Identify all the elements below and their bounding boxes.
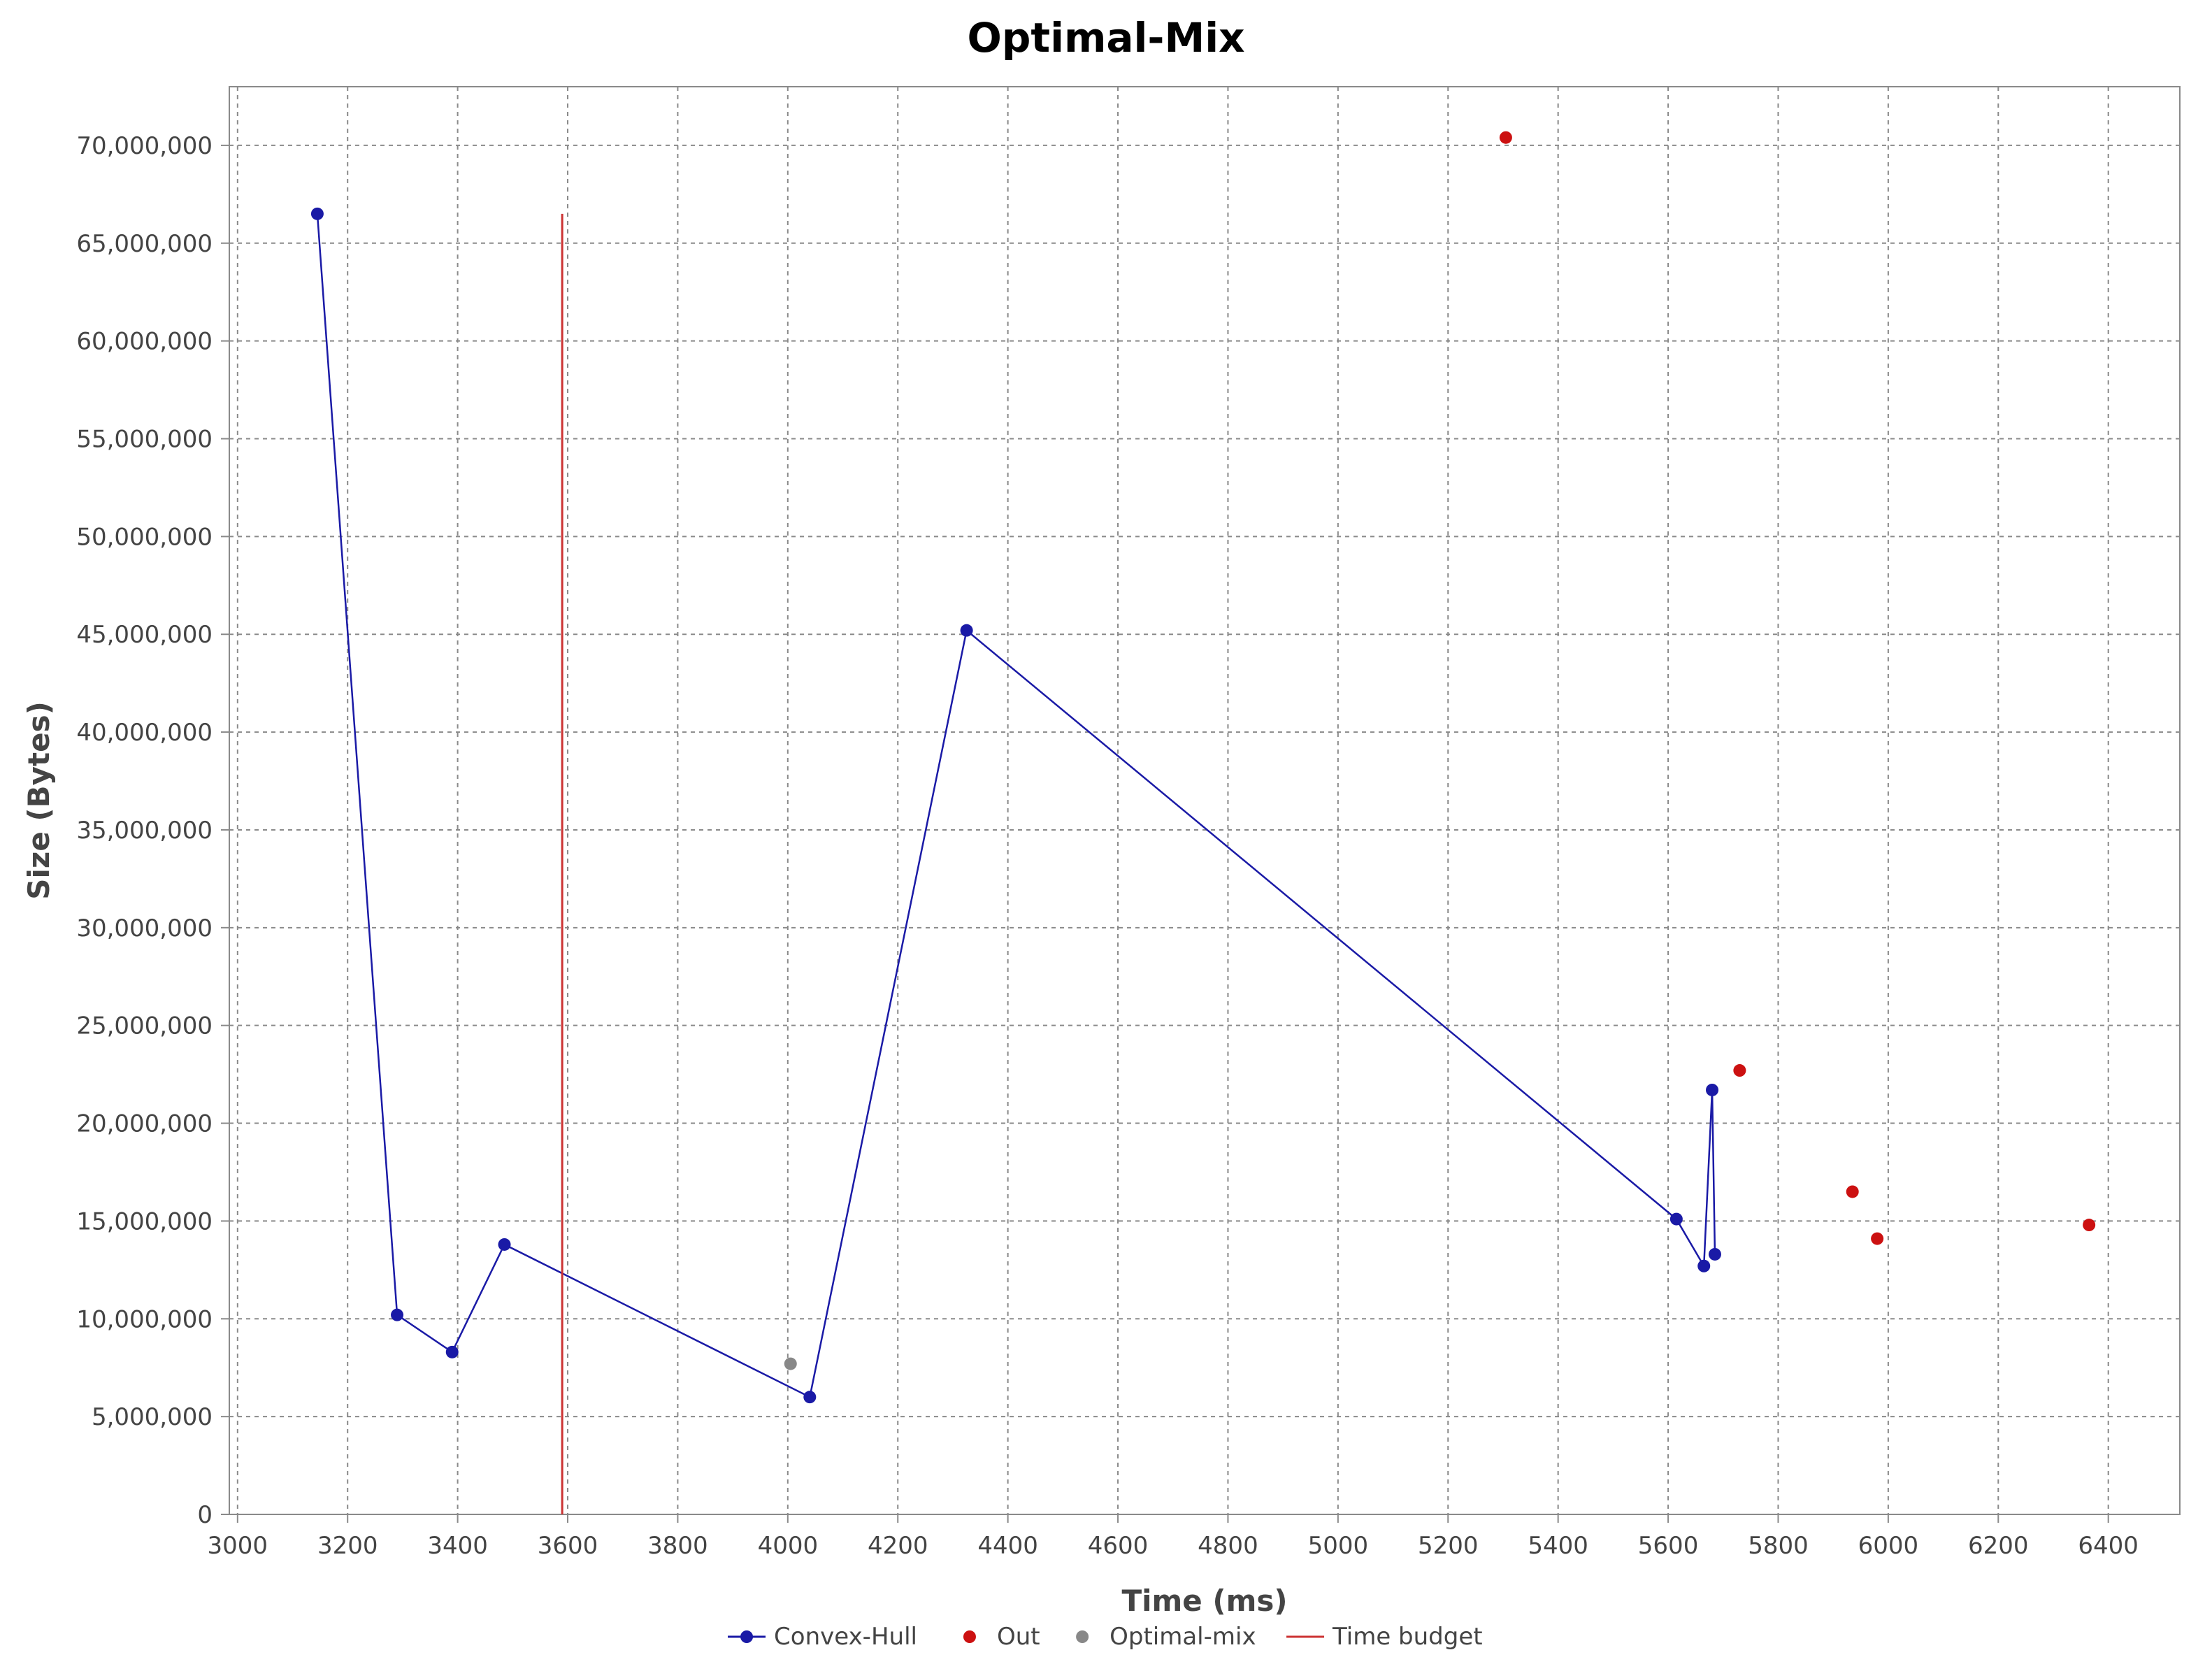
y-axis-ticks: 0 5,000,000 10,000,000 15,000,000 20,000,000… [76,132,229,1529]
x-tick-label: 4600 [1088,1532,1149,1560]
axes [229,87,2180,1515]
legend-item-convex-hull: Convex-Hull [728,1623,917,1651]
y-tick-label: 50,000,000 [76,523,213,551]
convex-hull-line [316,213,1716,1399]
y-tick-label: 20,000,000 [76,1110,213,1138]
out-point [1733,1064,1746,1077]
legend-swatch-marker [1076,1630,1089,1643]
legend-item-out: Out [963,1623,1040,1651]
x-tick-label: 4000 [758,1532,819,1560]
x-tick-label: 4800 [1198,1532,1258,1560]
x-tick-label: 6200 [1968,1532,2029,1560]
x-axis-ticks: 3000 3200 3400 3600 3800 4000 4200 4400 4600 4800… [208,1514,2139,1560]
convex-hull-point [1697,1259,1711,1272]
legend-label: Optimal-mix [1109,1623,1256,1651]
data-series [310,131,2096,1514]
x-tick-label: 5800 [1748,1532,1809,1560]
legend-label: Out [997,1623,1040,1651]
x-tick-label: 3000 [208,1532,268,1560]
x-tick-label: 4200 [868,1532,928,1560]
series-optimal-mix [784,1357,797,1370]
x-tick-label: 5200 [1418,1532,1479,1560]
legend: Convex-Hull Out Optimal-mix Time budget [728,1623,1483,1651]
x-tick-label: 3600 [538,1532,598,1560]
x-tick-label: 3800 [647,1532,708,1560]
convex-hull-point [498,1238,511,1251]
series-convex-hull [310,207,1721,1404]
out-point [1871,1232,1884,1245]
chart-title: Optimal-Mix [968,14,1245,62]
x-tick-label: 6000 [1858,1532,1919,1560]
y-tick-label: 10,000,000 [76,1305,213,1333]
x-tick-label: 5000 [1308,1532,1369,1560]
x-tick-label: 5400 [1528,1532,1588,1560]
y-axis-label: Size (Bytes) [22,701,56,900]
convex-hull-point [1706,1083,1719,1096]
convex-hull-point [310,207,324,220]
y-tick-label: 25,000,000 [76,1012,213,1040]
legend-swatch-marker [740,1630,754,1643]
grid-lines [229,87,2180,1515]
x-tick-label: 6400 [2078,1532,2139,1560]
plot-area [229,86,2181,1515]
series-out [1499,131,2096,1245]
convex-hull-point [1669,1212,1683,1226]
convex-hull-point [445,1345,459,1358]
y-tick-label: 15,000,000 [76,1207,213,1235]
y-tick-label: 30,000,000 [76,915,213,942]
x-tick-label: 3200 [317,1532,378,1560]
convex-hull-point [960,624,973,637]
y-tick-label: 65,000,000 [76,230,213,258]
y-tick-label: 60,000,000 [76,328,213,356]
legend-label: Convex-Hull [774,1623,917,1651]
y-tick-label: 5,000,000 [92,1403,213,1431]
convex-hull-point [391,1308,404,1321]
out-point [2083,1219,2096,1232]
x-axis-label: Time (ms) [1121,1584,1287,1618]
convex-hull-point [1708,1247,1721,1261]
x-tick-label: 5600 [1638,1532,1699,1560]
legend-swatch-marker [963,1630,976,1643]
y-tick-label: 55,000,000 [76,426,213,454]
legend-item-optimal-mix: Optimal-mix [1076,1623,1256,1651]
out-point [1846,1185,1859,1198]
y-tick-label: 70,000,000 [76,132,213,160]
y-tick-label: 35,000,000 [76,817,213,845]
x-tick-label: 4400 [977,1532,1038,1560]
x-tick-label: 3400 [427,1532,488,1560]
optimal-mix-point [784,1357,797,1370]
convex-hull-point [803,1391,817,1404]
legend-label: Time budget [1332,1623,1483,1651]
y-tick-label: 0 [197,1501,213,1529]
y-tick-label: 45,000,000 [76,621,213,649]
out-point [1499,131,1512,144]
legend-item-time-budget: Time budget [1286,1623,1483,1651]
y-tick-label: 40,000,000 [76,719,213,747]
